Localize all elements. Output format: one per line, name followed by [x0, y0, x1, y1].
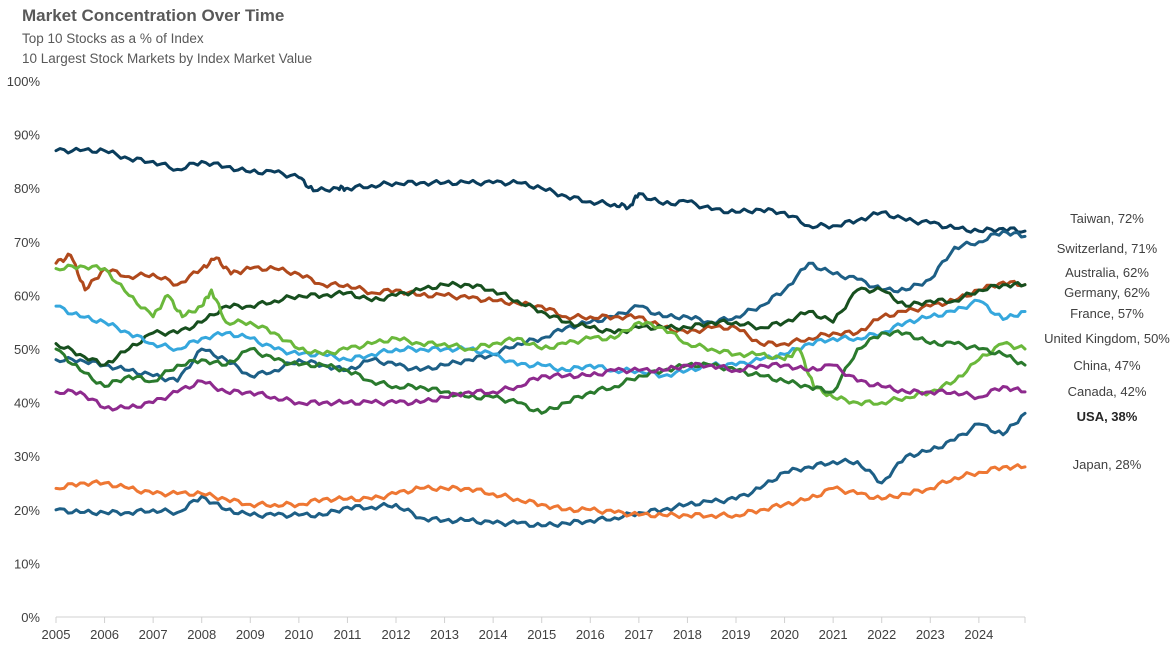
chart-subtitle-2: 10 Largest Stock Markets by Index Market…: [22, 51, 313, 66]
x-tick-label: 2022: [867, 627, 896, 642]
series-label-united-kingdom: United Kingdom, 50%: [1044, 331, 1170, 346]
x-tick-label: 2006: [90, 627, 119, 642]
series-label-switzerland: Switzerland, 71%: [1057, 241, 1158, 256]
series-lines: [54, 146, 1027, 528]
x-tick-label: 2007: [139, 627, 168, 642]
x-tick-label: 2014: [479, 627, 508, 642]
chart-title: Market Concentration Over Time: [22, 6, 285, 25]
x-tick-label: 2016: [576, 627, 605, 642]
y-tick-label: 10%: [14, 556, 40, 571]
series-line-china: [54, 329, 1027, 415]
series-labels: Taiwan, 72% Switzerland, 71% Australia, 62…: [1044, 211, 1170, 472]
y-tick-label: 30%: [14, 449, 40, 464]
series-line-usa: [54, 411, 1027, 528]
series-label-taiwan: Taiwan, 72%: [1070, 211, 1144, 226]
x-tick-label: 2010: [284, 627, 313, 642]
y-tick-label: 100%: [7, 74, 41, 89]
series-label-usa: USA, 38%: [1077, 409, 1138, 424]
series-label-australia: Australia, 62%: [1065, 265, 1149, 280]
series-line-australia: [54, 252, 1027, 348]
series-label-germany: Germany, 62%: [1064, 285, 1150, 300]
x-tick-label: 2012: [382, 627, 411, 642]
x-tick-label: 2011: [333, 627, 361, 642]
y-tick-label: 90%: [14, 128, 40, 143]
y-axis: 0% 10% 20% 30% 40% 50% 60% 70% 80% 90% 100%: [7, 74, 41, 625]
y-tick-label: 0%: [21, 610, 40, 625]
x-tick-label: 2008: [187, 627, 216, 642]
x-tick-label: 2009: [236, 627, 265, 642]
series-label-france: France, 57%: [1070, 306, 1144, 321]
y-tick-label: 20%: [14, 503, 40, 518]
x-tick-label: 2015: [527, 627, 556, 642]
x-tick-label: 2019: [722, 627, 751, 642]
x-tick-label: 2018: [673, 627, 702, 642]
y-tick-label: 70%: [14, 235, 40, 250]
x-tick-label: 2017: [624, 627, 653, 642]
x-axis: 2005 2006 2007 2008 2009 2010 2011 2012 2013 2014…: [42, 616, 1026, 642]
series-label-japan: Japan, 28%: [1073, 457, 1142, 472]
series-line-switzerland: [54, 229, 1027, 383]
x-tick-label: 2024: [964, 627, 993, 642]
y-tick-label: 80%: [14, 181, 40, 196]
series-line-germany: [54, 280, 1027, 367]
series-line-canada: [54, 361, 1027, 412]
series-line-france: [54, 298, 1027, 379]
series-line-taiwan: [54, 146, 1027, 234]
x-tick-label: 2005: [42, 627, 71, 642]
x-tick-label: 2013: [430, 627, 459, 642]
series-label-china: China, 47%: [1073, 358, 1141, 373]
chart-subtitle: Top 10 Stocks as a % of Index: [22, 31, 204, 46]
series-line-united-kingdom: [54, 263, 1027, 407]
x-tick-label: 2020: [770, 627, 799, 642]
x-tick-label: 2023: [916, 627, 945, 642]
series-line-japan: [54, 463, 1027, 520]
series-label-canada: Canada, 42%: [1068, 384, 1147, 399]
x-tick-label: 2021: [819, 627, 848, 642]
y-tick-label: 40%: [14, 396, 40, 411]
y-tick-label: 50%: [14, 342, 40, 357]
y-tick-label: 60%: [14, 288, 40, 303]
